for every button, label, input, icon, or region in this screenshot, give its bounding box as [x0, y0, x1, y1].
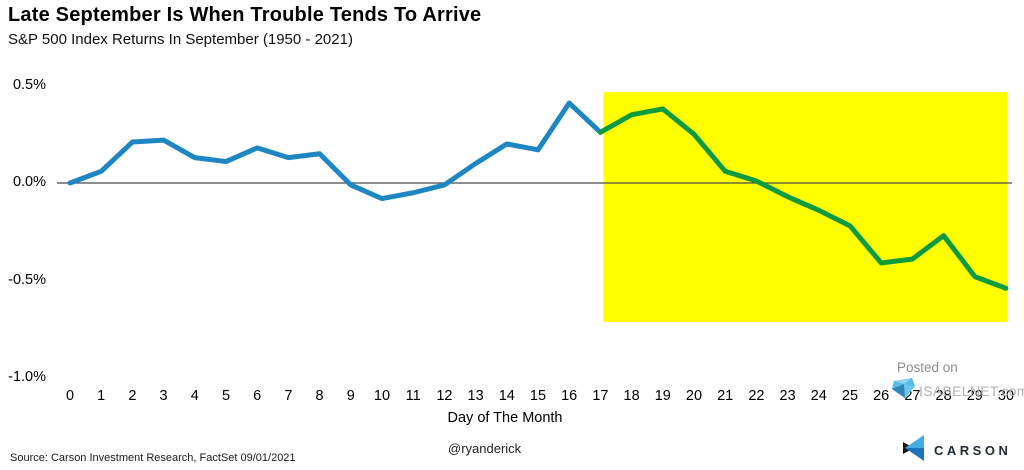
- y-tick-label--1.0%: -1.0%: [8, 369, 46, 385]
- x-tick-label-30: 30: [997, 388, 1015, 404]
- x-tick-label-24: 24: [810, 388, 827, 404]
- x-tick-label-6: 6: [253, 388, 262, 404]
- source-attribution: Source: Carson Investment Research, Fact…: [10, 452, 296, 464]
- x-tick-label-12: 12: [436, 388, 453, 404]
- carson-logo-text: CARSON: [934, 443, 1012, 458]
- x-tick-label-3: 3: [159, 388, 168, 404]
- x-tick-label-28: 28: [935, 388, 952, 404]
- x-tick-label-10: 10: [373, 388, 391, 404]
- x-tick-label-8: 8: [315, 388, 324, 404]
- x-tick-label-22: 22: [748, 388, 765, 404]
- x-tick-label-17: 17: [592, 388, 609, 404]
- x-tick-label-13: 13: [467, 388, 484, 404]
- x-tick-label-20: 20: [685, 388, 703, 404]
- x-tick-label-25: 25: [841, 388, 859, 404]
- isabelnet-watermark: ISABELNET.com: [891, 376, 1024, 405]
- x-tick-label-2: 2: [128, 388, 137, 404]
- x-tick-label-14: 14: [498, 388, 515, 404]
- chart-subtitle: S&P 500 Index Returns In September (1950…: [8, 31, 353, 48]
- isabelnet-gem-icon: [891, 376, 917, 405]
- x-tick-label-21: 21: [717, 388, 734, 404]
- early-september-line: [67, 100, 603, 202]
- x-tick-label-9: 9: [346, 388, 355, 404]
- watermark-posted-on: Posted on: [897, 360, 958, 375]
- x-axis-title: Day of The Month: [447, 410, 563, 426]
- y-tick-label--0.5%: -0.5%: [8, 271, 46, 288]
- y-tick-label-0.5%: 0.5%: [12, 76, 46, 93]
- carson-logo: CARSON: [900, 434, 1011, 467]
- x-tick-label-5: 5: [221, 388, 231, 404]
- x-tick-label-4: 4: [190, 388, 199, 404]
- x-tick-label-23: 23: [779, 388, 796, 404]
- x-tick-label-11: 11: [405, 388, 421, 404]
- x-tick-label-0: 0: [65, 388, 75, 404]
- x-tick-label-18: 18: [623, 388, 640, 404]
- x-tick-label-19: 19: [654, 388, 671, 404]
- late-september-line: [597, 106, 1009, 291]
- x-tick-label-7: 7: [284, 388, 293, 404]
- isabelnet-watermark-text: ISABELNET.com: [919, 382, 1024, 399]
- chart-title: Late September Is When Trouble Tends To …: [8, 4, 482, 26]
- x-tick-label-29: 29: [966, 388, 983, 404]
- y-tick-label-0.0%: 0.0%: [12, 174, 46, 190]
- x-tick-label-1: 1: [97, 388, 106, 404]
- carson-logo-icon: [900, 434, 926, 467]
- twitter-handle: @ryanderick: [448, 441, 522, 456]
- x-tick-label-15: 15: [529, 388, 547, 404]
- x-tick-label-26: 26: [873, 388, 890, 404]
- x-tick-label-16: 16: [561, 388, 578, 404]
